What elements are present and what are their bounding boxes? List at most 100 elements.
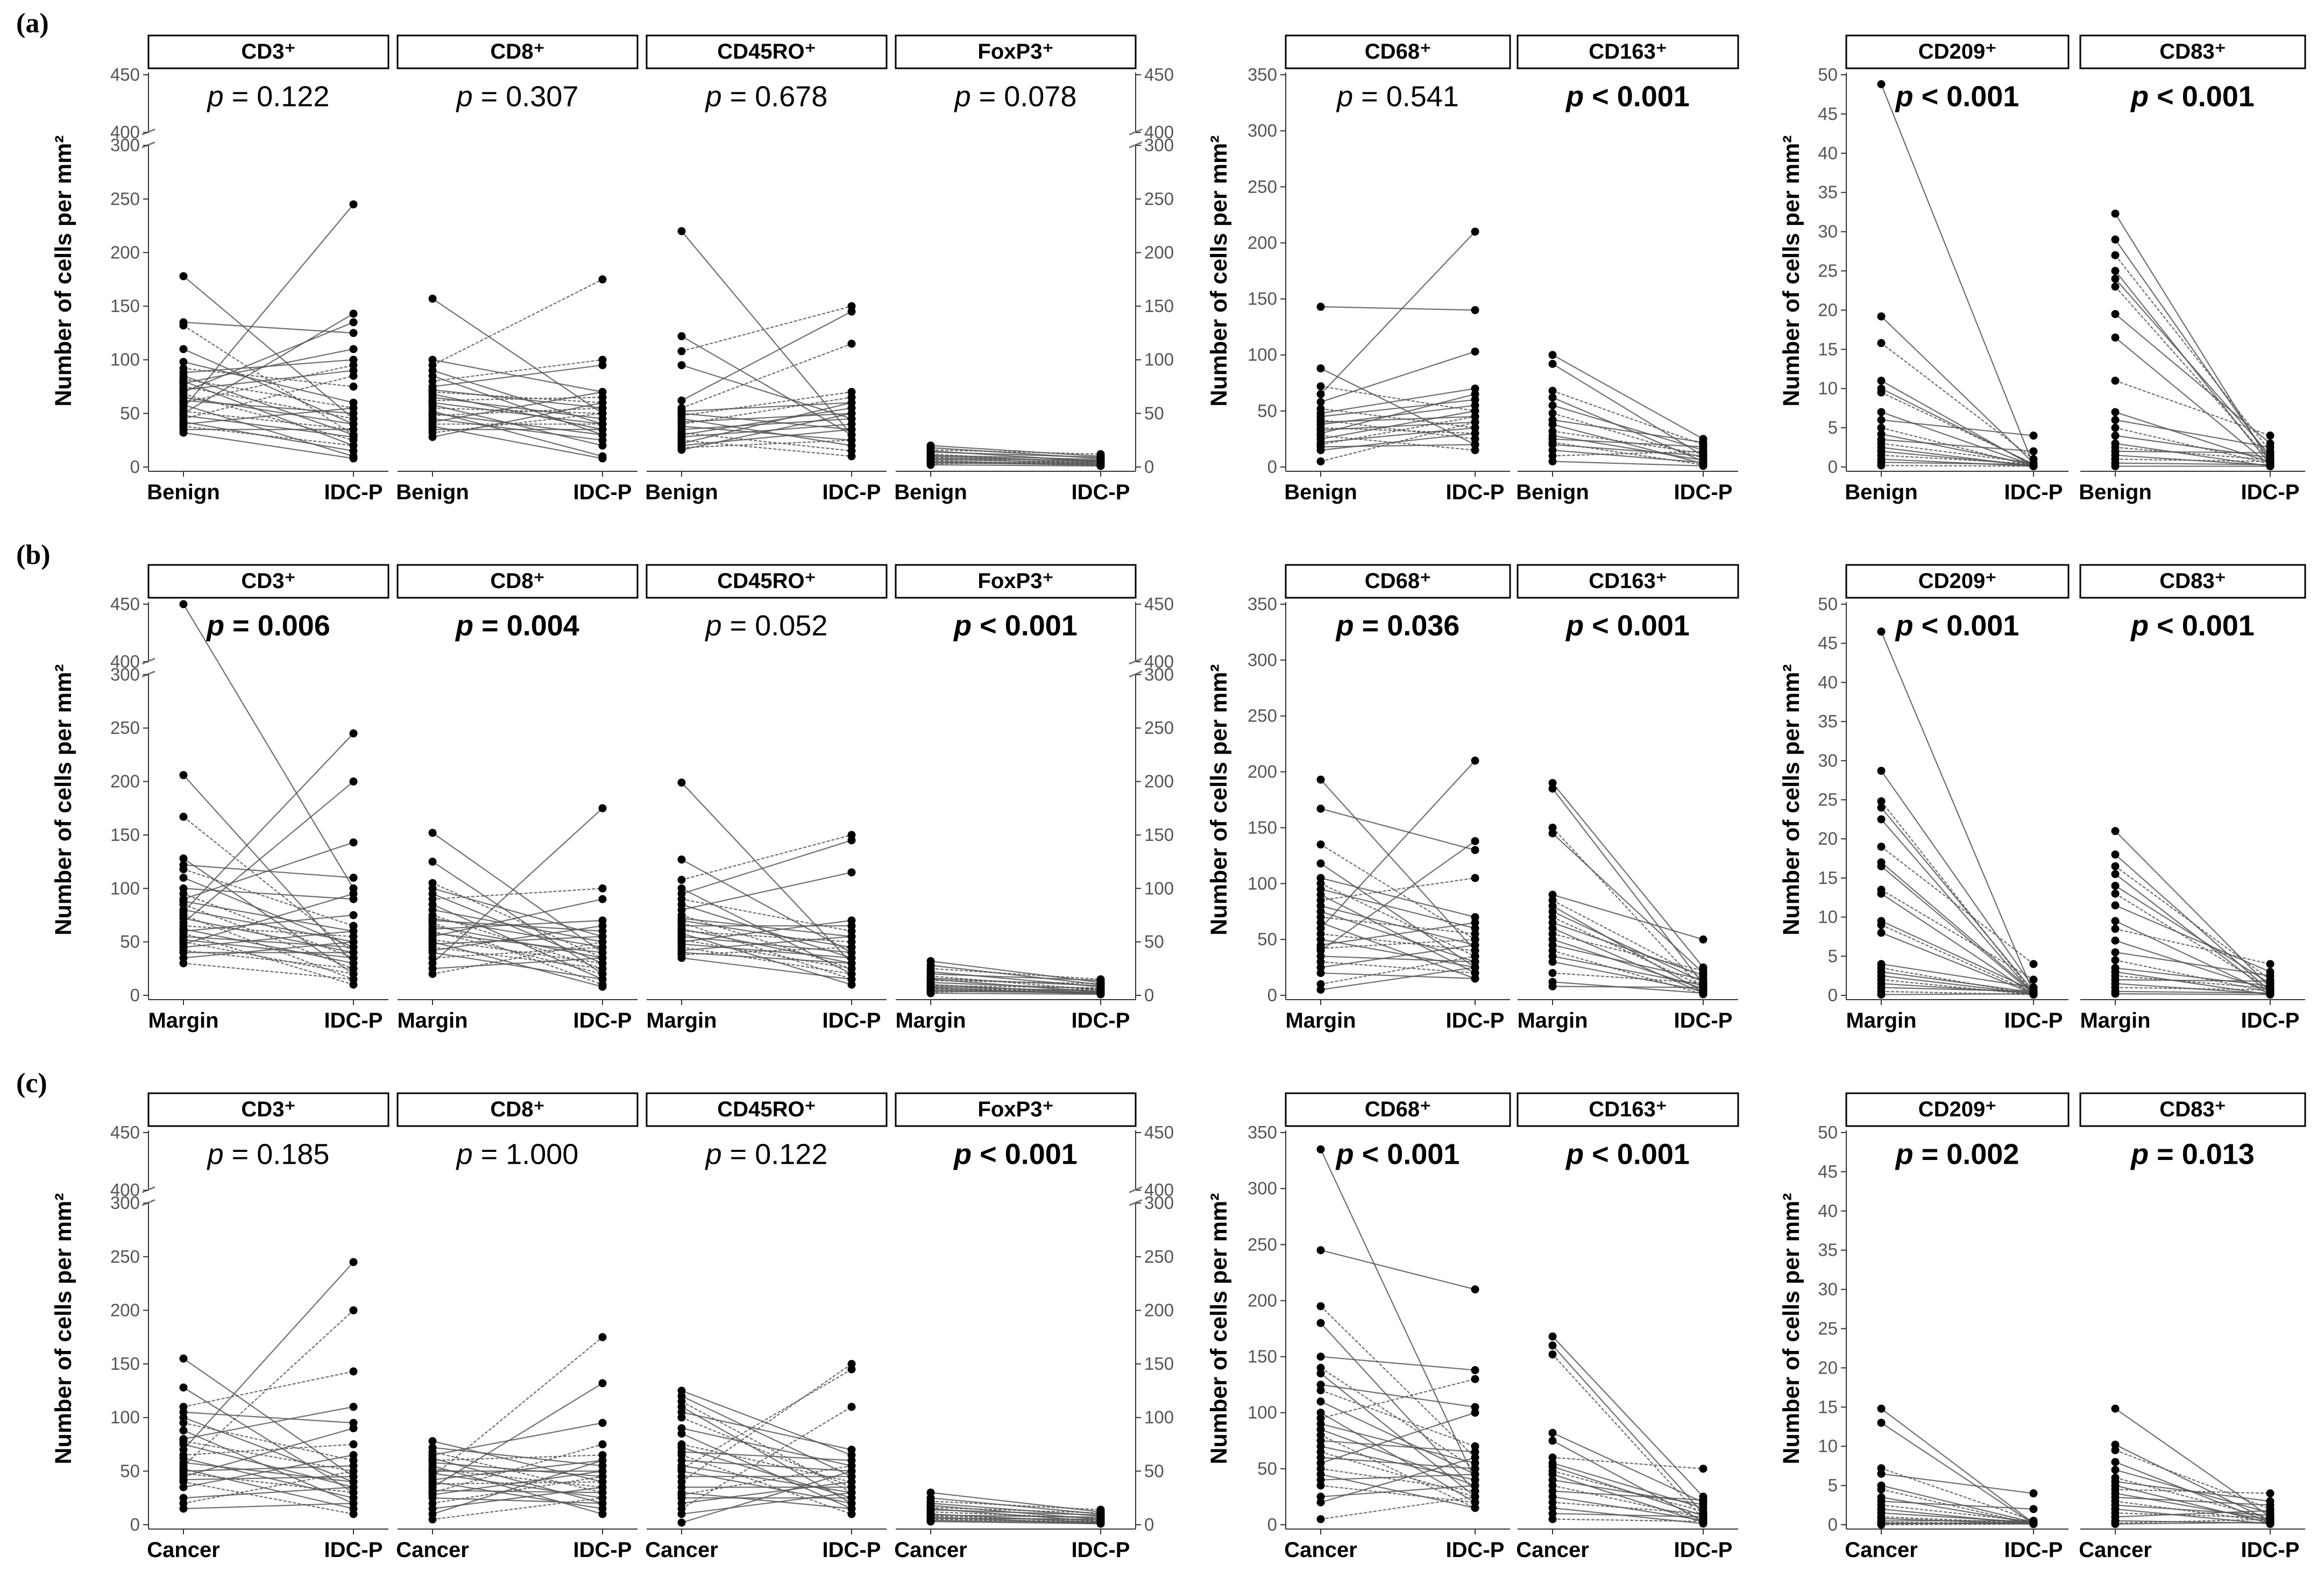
pair-line (930, 462, 1101, 466)
y-tick-label: 0 (1267, 1515, 1277, 1534)
pair-line (2115, 940, 2271, 992)
data-point (1877, 921, 1886, 929)
data-point (2266, 462, 2275, 471)
data-point (847, 932, 856, 941)
p-value-text: = 0.122 (224, 80, 330, 112)
y-tick-label: 15 (1818, 868, 1838, 888)
pair-line (432, 893, 603, 964)
pair-line (183, 774, 354, 964)
y-tick-label: 30 (1818, 222, 1838, 242)
pair-line (681, 930, 852, 943)
pair-line (183, 939, 354, 959)
data-point (1548, 823, 1557, 832)
data-points (1877, 1404, 2038, 1529)
pair-line (1881, 1523, 2034, 1526)
pair-line (1881, 388, 2034, 465)
data-point (1316, 890, 1325, 899)
data-point (1548, 902, 1557, 910)
strip-box (2079, 564, 2306, 599)
panel-group-0: 0501001502002503004004500501001502002503… (51, 564, 1174, 1032)
data-point (2029, 1489, 2038, 1498)
data-point (677, 227, 686, 236)
p-symbol: p (1895, 1138, 1914, 1170)
pair-line (1320, 840, 1476, 951)
data-point (847, 975, 856, 983)
pair-line (1881, 1504, 2034, 1523)
data-point (179, 854, 188, 863)
pair-line (183, 313, 354, 414)
data-point (1548, 779, 1557, 787)
data-point (2111, 408, 2120, 416)
data-point (349, 1367, 358, 1376)
p-value-label: p = 0.122 (705, 1138, 828, 1170)
data-point (1548, 1476, 1557, 1484)
data-point (598, 1456, 607, 1464)
panel-CD83⁺: CD83⁺ Benign IDC-P p < 0.001 (2079, 34, 2306, 504)
y-tick-label-right: 100 (1144, 1407, 1174, 1427)
pair-line (930, 454, 1101, 461)
data-point (1316, 1420, 1325, 1428)
strip-label: CD83⁺ (2159, 1098, 2226, 1121)
panel-CD163⁺: CD163⁺ Cancer IDC-P p < 0.001 (1516, 1092, 1739, 1562)
pair-line (1552, 1490, 1704, 1501)
data-point (1316, 1414, 1325, 1423)
x-category-label: Benign (645, 480, 718, 504)
pair-line (1881, 920, 2034, 992)
data-point (847, 916, 856, 925)
panel-FoxP3⁺: FoxP3⁺ Margin IDC-P p < 0.001 (895, 564, 1137, 1032)
pair-line (1552, 972, 1704, 984)
y-tick-label: 200 (110, 242, 140, 262)
data-point (179, 272, 188, 280)
data-point (1096, 990, 1105, 999)
pair-line (2115, 854, 2271, 992)
data-points (926, 1488, 1105, 1528)
data-point (2266, 990, 2275, 999)
data-point (1877, 408, 1886, 416)
p-value-label: p = 0.122 (207, 80, 330, 112)
x-category-label: IDC-P (1072, 1009, 1130, 1032)
pair-line (681, 1369, 852, 1470)
data-point (1316, 1464, 1325, 1473)
pair-line (681, 1427, 852, 1467)
y-tick-label: 100 (1248, 345, 1277, 365)
pair-line (930, 1518, 1101, 1523)
pair-line (1552, 928, 1704, 994)
strip-box (2079, 34, 2306, 69)
pair-line (432, 952, 603, 980)
pair-line (681, 429, 852, 447)
pair-line (432, 1383, 603, 1488)
pair-line (681, 1411, 852, 1450)
pair-line (1320, 435, 1476, 451)
p-symbol: p (1565, 610, 1584, 642)
p-value-text: = 0.078 (971, 80, 1077, 112)
pair-line (681, 402, 852, 412)
y-tick-label: 45 (1818, 104, 1838, 124)
p-symbol: p (705, 610, 722, 642)
data-point (1877, 1469, 1886, 1478)
pair-line (1881, 455, 2034, 465)
data-point (598, 804, 607, 812)
strip-box (646, 564, 888, 599)
data-point (1471, 958, 1479, 966)
data-point (349, 454, 358, 463)
p-value-label: p = 0.185 (207, 1138, 330, 1170)
pair-line (183, 816, 354, 953)
paired-lines (681, 1363, 852, 1524)
data-point (1548, 1428, 1557, 1437)
strip-box (396, 1092, 639, 1127)
data-point (1877, 862, 1886, 871)
data-point (1316, 952, 1325, 960)
p-value-label: p = 0.307 (456, 80, 579, 112)
data-point (1548, 1453, 1557, 1462)
pair-line (1881, 443, 2034, 464)
pair-line (183, 909, 354, 943)
data-point (349, 200, 358, 209)
data-point (677, 953, 686, 962)
data-point (349, 838, 358, 847)
pair-line (432, 397, 603, 401)
data-point (2029, 1520, 2038, 1529)
data-point (179, 321, 188, 330)
y-tick-label-right: 400 (1144, 1180, 1174, 1200)
data-point (1316, 859, 1325, 868)
pair-line (1552, 1502, 1704, 1515)
